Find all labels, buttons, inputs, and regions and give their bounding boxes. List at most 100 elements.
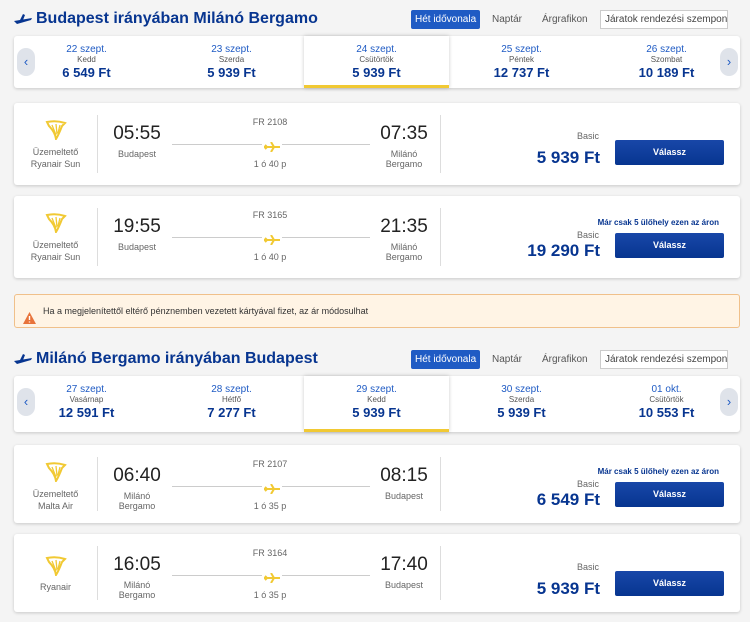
date-option[interactable]: 29 szept. Kedd 5 939 Ft bbox=[304, 376, 449, 432]
plane-icon bbox=[262, 570, 282, 588]
divider bbox=[97, 546, 98, 600]
flight-card: Üzemeltető Ryanair Sun 19:55 Budapest FR 316… bbox=[14, 196, 740, 278]
date-label: 24 szept. bbox=[356, 44, 397, 55]
direction-icon bbox=[14, 13, 32, 31]
flight-number: FR 2108 bbox=[252, 117, 288, 127]
flight-price: 5 939 Ft bbox=[536, 148, 600, 167]
date-option[interactable]: 24 szept. Csütörtök 5 939 Ft bbox=[304, 36, 449, 88]
sort-select[interactable]: Járatok rendezési szempontja: bbox=[600, 350, 728, 369]
arrival-city: Milánó Bergamo bbox=[385, 149, 423, 169]
date-label: 23 szept. bbox=[211, 44, 252, 55]
arrival-time: 07:35 bbox=[380, 123, 428, 144]
select-button[interactable]: Válassz bbox=[615, 140, 724, 165]
divider bbox=[97, 208, 98, 266]
date-label: 30 szept. bbox=[501, 384, 542, 395]
date-price: 10 553 Ft bbox=[638, 405, 695, 420]
prev-week[interactable]: ‹ bbox=[17, 388, 35, 416]
prev-week[interactable]: ‹ bbox=[17, 48, 35, 76]
weekday-label: Csütörtök bbox=[359, 55, 394, 64]
date-label: 29 szept. bbox=[356, 384, 397, 395]
weekday-label: Csütörtök bbox=[649, 395, 684, 404]
operator-label: Üzemeltető bbox=[32, 489, 79, 499]
view-tab[interactable]: Árgrafikon bbox=[542, 14, 588, 25]
operator-name: Ryanair Sun bbox=[30, 159, 81, 169]
date-option[interactable]: 30 szept. Szerda 5 939 Ft bbox=[449, 376, 594, 432]
arrival-city: Milánó Bergamo bbox=[385, 242, 423, 262]
flight-price: 19 290 Ft bbox=[527, 241, 600, 260]
operator-label: Üzemeltető bbox=[32, 147, 79, 157]
departure-time: 06:40 bbox=[113, 465, 161, 486]
flight-duration: 1 ó 40 p bbox=[253, 159, 287, 169]
operator-name: Ryanair Sun bbox=[30, 252, 81, 262]
weekday-label: Szerda bbox=[218, 55, 245, 64]
date-option[interactable]: 26 szept. Szombat 10 189 Ft bbox=[594, 36, 739, 88]
plane-icon bbox=[262, 232, 282, 250]
select-button[interactable]: Válassz bbox=[615, 482, 724, 507]
departure-time: 16:05 bbox=[113, 554, 161, 575]
arrival-city: Budapest bbox=[384, 580, 424, 590]
operator-label: Üzemeltető bbox=[32, 240, 79, 250]
fare-type: Basic bbox=[576, 230, 599, 240]
date-strip: ‹ › 27 szept. Vasárnap 12 591 Ft 28 szept. Hét… bbox=[14, 376, 740, 432]
view-tab[interactable]: Naptár bbox=[492, 354, 523, 365]
divider bbox=[97, 115, 98, 173]
flight-card: Ryanair 16:05 Milánó Bergamo FR 3164 1 ó 35 … bbox=[14, 534, 740, 612]
view-tab[interactable]: Árgrafikon bbox=[542, 354, 588, 365]
date-option[interactable]: 22 szept. Kedd 6 549 Ft bbox=[14, 36, 159, 88]
date-price: 12 591 Ft bbox=[58, 405, 115, 420]
airline-logo bbox=[45, 556, 67, 581]
date-price: 5 939 Ft bbox=[352, 65, 401, 80]
date-price: 5 939 Ft bbox=[207, 65, 256, 80]
departure-city: Milánó Bergamo bbox=[118, 491, 156, 511]
date-label: 25 szept. bbox=[501, 44, 542, 55]
select-button[interactable]: Válassz bbox=[615, 571, 724, 596]
divider bbox=[440, 208, 441, 266]
divider bbox=[440, 546, 441, 600]
flight-duration: 1 ó 40 p bbox=[253, 252, 287, 262]
date-option[interactable]: 28 szept. Hétfő 7 277 Ft bbox=[159, 376, 304, 432]
flight-duration: 1 ó 35 p bbox=[253, 501, 287, 511]
weekday-label: Szerda bbox=[508, 395, 535, 404]
date-option[interactable]: 25 szept. Péntek 12 737 Ft bbox=[449, 36, 594, 88]
seat-notice: Már csak 5 ülőhely ezen az áron bbox=[597, 218, 719, 227]
view-tab[interactable]: Naptár bbox=[492, 14, 523, 25]
departure-time: 05:55 bbox=[113, 123, 161, 144]
date-price: 12 737 Ft bbox=[493, 65, 550, 80]
arrival-time: 17:40 bbox=[380, 554, 428, 575]
view-tab[interactable]: Hét idővonala bbox=[411, 350, 481, 369]
departure-city: Milánó Bergamo bbox=[118, 580, 156, 600]
section-title: Milánó Bergamo irányában Budapest bbox=[36, 350, 318, 367]
fare-type: Basic bbox=[576, 131, 599, 141]
date-price: 6 549 Ft bbox=[62, 65, 111, 80]
sort-select[interactable]: Járatok rendezési szempontja: bbox=[600, 10, 728, 29]
plane-icon bbox=[262, 139, 282, 157]
flight-price: 6 549 Ft bbox=[536, 490, 600, 509]
date-label: 28 szept. bbox=[211, 384, 252, 395]
date-label: 22 szept. bbox=[66, 44, 107, 55]
weekday-label: Kedd bbox=[367, 395, 386, 404]
date-option[interactable]: 01 okt. Csütörtök 10 553 Ft bbox=[594, 376, 739, 432]
flight-duration: 1 ó 35 p bbox=[253, 590, 287, 600]
arrival-time: 21:35 bbox=[380, 216, 428, 237]
divider bbox=[440, 115, 441, 173]
flight-number: FR 2107 bbox=[252, 459, 288, 469]
fare-type: Basic bbox=[576, 562, 599, 572]
date-price: 5 939 Ft bbox=[352, 405, 401, 420]
date-option[interactable]: 27 szept. Vasárnap 12 591 Ft bbox=[14, 376, 159, 432]
select-button[interactable]: Válassz bbox=[615, 233, 724, 258]
next-week[interactable]: › bbox=[720, 48, 738, 76]
weekday-label: Kedd bbox=[77, 55, 96, 64]
next-week[interactable]: › bbox=[720, 388, 738, 416]
divider bbox=[97, 457, 98, 511]
view-tab[interactable]: Hét idővonala bbox=[411, 10, 481, 29]
weekday-label: Szombat bbox=[650, 55, 683, 64]
flight-price: 5 939 Ft bbox=[536, 579, 600, 598]
date-label: 01 okt. bbox=[651, 384, 682, 395]
section-title: Budapest irányában Milánó Bergamo bbox=[36, 10, 318, 27]
operator-name: Malta Air bbox=[37, 501, 73, 511]
date-option[interactable]: 23 szept. Szerda 5 939 Ft bbox=[159, 36, 304, 88]
date-price: 5 939 Ft bbox=[497, 405, 546, 420]
weekday-label: Péntek bbox=[509, 55, 534, 64]
date-price: 10 189 Ft bbox=[638, 65, 695, 80]
fare-type: Basic bbox=[576, 479, 599, 489]
